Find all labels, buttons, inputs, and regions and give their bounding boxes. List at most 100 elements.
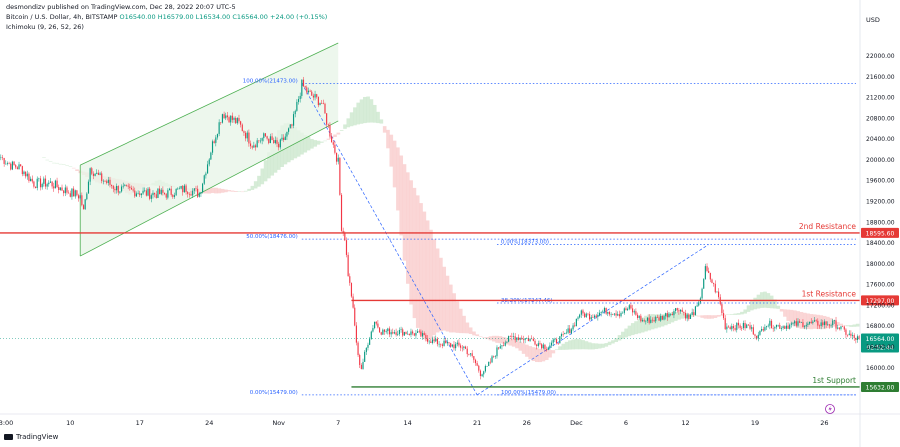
time-tick-label: 10 <box>66 419 74 427</box>
candle-body <box>625 308 627 311</box>
candle-body <box>28 173 30 182</box>
candle-body <box>785 325 787 329</box>
candle-body <box>633 311 635 313</box>
candle-body <box>311 91 313 96</box>
candle-body <box>256 140 258 148</box>
candle-body <box>597 315 599 317</box>
candle-body <box>106 181 108 183</box>
candle-body <box>769 320 771 326</box>
candle-body <box>378 327 381 333</box>
cloud-segment <box>250 185 255 190</box>
candle-body <box>557 343 559 344</box>
cloud-segment <box>472 331 476 336</box>
cloud-segment <box>349 112 354 127</box>
current-price-tag <box>861 333 899 353</box>
candle-body <box>691 312 693 315</box>
candle-body <box>64 187 66 194</box>
symbol-text[interactable]: Bitcoin / U.S. Dollar, 4h, BITSTAMP <box>6 13 118 21</box>
candle-body <box>679 309 682 312</box>
candle-body <box>188 193 190 195</box>
candle-body <box>504 342 506 346</box>
cloud-segment <box>316 140 321 145</box>
candle-body <box>200 192 202 194</box>
candle-body <box>319 102 321 106</box>
candlesticks <box>0 76 860 380</box>
price-tick-label: 20000.00 <box>866 157 895 164</box>
candle-body <box>144 190 146 192</box>
cloud-segment <box>779 309 784 312</box>
cloud-segment <box>260 168 265 185</box>
candle-body <box>49 181 52 183</box>
candle-body <box>335 152 338 162</box>
candle-body <box>848 333 850 336</box>
candle-body <box>592 317 594 318</box>
candle-body <box>365 347 367 352</box>
candle-body <box>129 186 131 189</box>
candle-body <box>79 195 81 199</box>
cloud-segment <box>554 349 559 351</box>
level-price-label: 15632.00 <box>866 384 895 391</box>
candle-body <box>741 328 743 329</box>
candle-body <box>498 347 500 349</box>
indicator-text[interactable]: Ichimoku (9, 26, 52, 26) <box>6 23 84 31</box>
candle-body <box>593 315 596 318</box>
candle-body <box>527 338 529 342</box>
cloud-segment <box>624 328 628 338</box>
candle-body <box>754 334 756 336</box>
candle-body <box>340 194 343 231</box>
candle-body <box>636 314 639 318</box>
candle-body <box>544 344 546 350</box>
time-tick-label: 17 <box>136 419 144 427</box>
candle-body <box>481 374 483 377</box>
candle-body <box>111 184 113 187</box>
cloud-segment <box>730 314 734 315</box>
candle-body <box>284 136 286 141</box>
candle-body <box>512 336 515 337</box>
candle-body <box>853 335 855 339</box>
candle-body <box>142 190 144 194</box>
candle-body <box>812 321 814 324</box>
cloud-segment <box>852 324 857 327</box>
cloud-segment <box>753 297 757 310</box>
candle-body <box>264 133 267 137</box>
candle-body <box>258 140 260 142</box>
candle-body <box>450 343 452 347</box>
cloud-segment <box>806 313 810 330</box>
candle-body <box>643 320 645 322</box>
candle-body <box>122 185 124 187</box>
candle-body <box>805 324 807 327</box>
cloud-segment <box>776 305 781 309</box>
candle-body <box>140 193 142 196</box>
time-tick-label: 19 <box>751 419 759 427</box>
candle-body <box>435 338 437 342</box>
cloud-segment <box>270 143 275 176</box>
candle-body <box>790 323 792 325</box>
candle-body <box>696 305 698 307</box>
candle-body <box>0 157 2 159</box>
candle-body <box>440 343 442 345</box>
candle-body <box>704 266 706 279</box>
candle-body <box>317 96 319 106</box>
cloud-segment <box>597 343 602 349</box>
level-name: 1st Resistance <box>802 289 857 298</box>
candle-body <box>716 291 718 293</box>
cloud-segment <box>677 312 681 320</box>
candle-body <box>688 314 690 319</box>
candle-body <box>572 325 574 330</box>
candle-body <box>34 186 37 188</box>
cloud-segment <box>343 124 347 129</box>
cloud-segment <box>439 257 443 332</box>
candle-body <box>58 187 60 190</box>
candle-body <box>387 328 389 332</box>
candle-body <box>408 333 410 335</box>
candle-body <box>178 188 181 190</box>
candle-body <box>747 324 749 326</box>
candle-body <box>155 194 157 198</box>
candle-body <box>461 347 463 349</box>
candle-body <box>299 95 301 100</box>
cloud-segment <box>829 318 834 328</box>
candle-body <box>46 184 48 187</box>
candle-body <box>23 171 25 175</box>
candle-body <box>542 344 544 349</box>
